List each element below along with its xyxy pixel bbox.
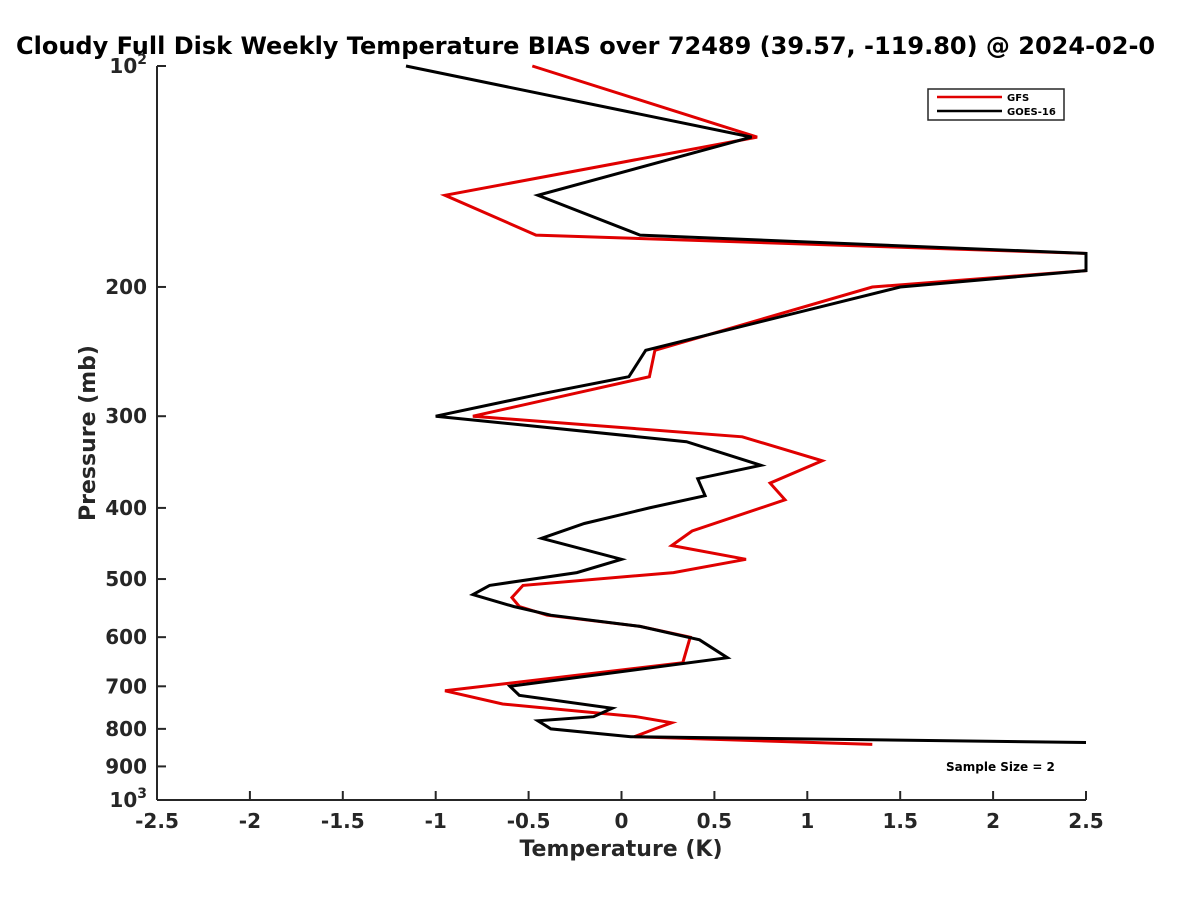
y-tick-label: 600 (105, 625, 147, 649)
y-tick-label: 900 (105, 754, 147, 778)
series-line-gfs (439, 64, 1088, 746)
x-axis-label: Temperature (K) (519, 837, 722, 862)
x-tick-label: 1.5 (882, 809, 917, 833)
y-axis-ticks: 200 300 400 500 600 700 800 900 102 103 (105, 52, 166, 812)
x-tick-label: -2 (239, 809, 261, 833)
series-line-goes-16 (405, 64, 1088, 744)
axes (156, 66, 1086, 801)
y-tick-label: 700 (105, 674, 147, 698)
y-tick-label-bottom: 103 (109, 786, 147, 812)
y-tick-label: 300 (105, 404, 147, 428)
y-tick-label: 400 (105, 496, 147, 520)
y-tick-label: 800 (105, 717, 147, 741)
x-tick-label: 0.5 (697, 809, 732, 833)
legend-entry-label: GOES-16 (1007, 107, 1056, 118)
series-lines (405, 64, 1088, 746)
y-axis-label: Pressure (mb) (76, 345, 101, 521)
x-tick-label: 1 (800, 809, 814, 833)
y-tick-label: 500 (105, 567, 147, 591)
x-tick-label: -2.5 (135, 809, 179, 833)
x-tick-label: -1.5 (321, 809, 365, 833)
x-tick-label: 2.5 (1068, 809, 1103, 833)
x-tick-label: -0.5 (507, 809, 551, 833)
y-tick-label-top: 102 (109, 52, 147, 78)
legend-box (927, 88, 1065, 121)
x-tick-label: 0 (615, 809, 629, 833)
chart-title: Cloudy Full Disk Weekly Temperature BIAS… (16, 32, 1155, 60)
x-axis-ticks: -2.5 -2 -1.5 -1 -0.5 0 0.5 1 1.5 2 2.5 (135, 791, 1104, 833)
sample-size-annotation: Sample Size = 2 (946, 760, 1055, 774)
legend: GFS GOES-16 (927, 88, 1065, 121)
x-tick-label: 2 (986, 809, 1000, 833)
legend-entry-label: GFS (1007, 93, 1029, 104)
y-tick-label: 200 (105, 275, 147, 299)
x-tick-label: -1 (425, 809, 447, 833)
